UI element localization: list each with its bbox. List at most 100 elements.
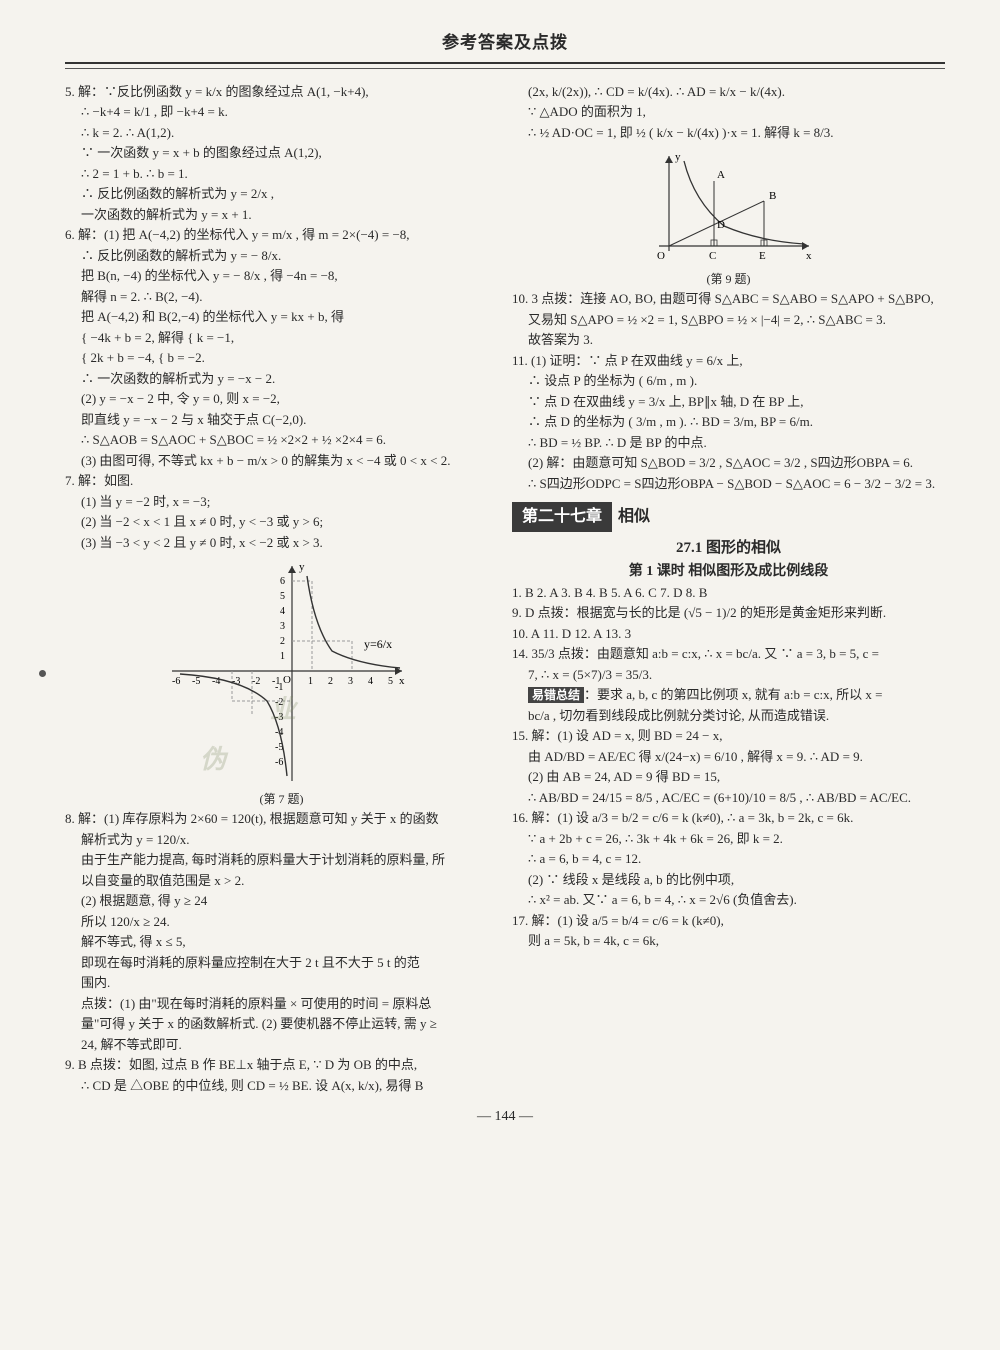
q8-line: 24, 解不等式即可. <box>65 1035 498 1055</box>
q8-line: 以自变量的取值范围是 x > 2. <box>65 871 498 891</box>
q14-line: bc/a , 切勿看到线段成比例就分类讨论, 从而造成错误. <box>512 706 945 726</box>
svg-text:x: x <box>806 250 812 262</box>
r9-line: ∵ △ADO 的面积为 1, <box>512 102 945 122</box>
header-underline <box>65 68 945 69</box>
q8-line: 围内. <box>65 973 498 993</box>
q9-line: 9. B 点拨：如图, 过点 B 作 BE⊥x 轴于点 E, ∵ D 为 OB … <box>65 1055 498 1075</box>
svg-text:1: 1 <box>280 651 285 662</box>
q8-line: 解析式为 y = 120/x. <box>65 830 498 850</box>
right-column: (2x, k/(2x)), ∴ CD = k/(4x). ∴ AD = k/x … <box>512 81 945 1097</box>
answers-row: 10. A 11. D 12. A 13. 3 <box>512 624 945 644</box>
svg-text:C: C <box>709 250 716 262</box>
figure-7: x y O -6 -5 -4 -3 -2 -1 1 2 3 4 5 6 <box>65 556 498 786</box>
svg-text:-2: -2 <box>275 697 283 708</box>
svg-text:A: A <box>717 169 725 181</box>
q5-line: ∴ 反比例函数的解析式为 y = 2/x , <box>65 184 498 204</box>
q5-line: 一次函数的解析式为 y = x + 1. <box>65 205 498 225</box>
svg-text:D: D <box>717 219 725 231</box>
q14-line: 7, ∴ x = (5×7)/3 = 35/3. <box>512 665 945 685</box>
q16-line: ∴ a = 6, b = 4, c = 12. <box>512 849 945 869</box>
q6-line: ∴ S△AOB = S△AOC + S△BOC = ½ ×2×2 + ½ ×2×… <box>65 430 498 450</box>
q5-line: ∵ 一次函数 y = x + b 的图象经过点 A(1,2), <box>65 143 498 163</box>
q14-line: 易错总结：要求 a, b, c 的第四比例项 x, 就有 a:b = c:x, … <box>512 685 945 705</box>
r11-line: 11. (1) 证明：∵ 点 P 在双曲线 y = 6/x 上, <box>512 351 945 371</box>
q6-line: 把 A(−4,2) 和 B(2,−4) 的坐标代入 y = kx + b, 得 <box>65 307 498 327</box>
svg-text:y: y <box>675 151 681 163</box>
q16-line: (2) ∵ 线段 x 是线段 a, b 的比例中项, <box>512 870 945 890</box>
answers-row: 1. B 2. A 3. B 4. B 5. A 6. C 7. D 8. B <box>512 583 945 603</box>
q6-line: (2) y = −x − 2 中, 令 y = 0, 则 x = −2, <box>65 389 498 409</box>
r11-line: ∴ S四边形ODPC = S四边形OBPA − S△BOD − S△AOC = … <box>512 474 945 494</box>
binding-dot <box>39 670 46 677</box>
q8-line: 解不等式, 得 x ≤ 5, <box>65 932 498 952</box>
origin-label: O <box>283 674 291 686</box>
page-number: — 144 — <box>65 1106 945 1127</box>
svg-text:2: 2 <box>280 636 285 647</box>
left-column: 5. 解：∵反比例函数 y = k/x 的图象经过点 A(1, −k+4), ∴… <box>65 81 498 1097</box>
svg-text:1: 1 <box>308 676 313 687</box>
r11-line: ∴ BD = ½ BP. ∴ D 是 BP 的中点. <box>512 433 945 453</box>
svg-text:-2: -2 <box>252 676 260 687</box>
q16-line: 16. 解：(1) 设 a/3 = b/2 = c/6 = k (k≠0), ∴… <box>512 808 945 828</box>
q6-line: ∴ 反比例函数的解析式为 y = − 8/x. <box>65 246 498 266</box>
axis-y-label: y <box>299 561 305 573</box>
q9-line: ∴ CD 是 △OBE 的中位线, 则 CD = ½ BE. 设 A(x, k/… <box>65 1076 498 1096</box>
q5-line: ∴ k = 2. ∴ A(1,2). <box>65 123 498 143</box>
svg-text:2: 2 <box>328 676 333 687</box>
q6-line: (3) 由图可得, 不等式 kx + b − m/x > 0 的解集为 x < … <box>65 451 498 471</box>
svg-text:-5: -5 <box>192 676 200 687</box>
q6-line: { 2k + b = −4, { b = −2. <box>65 348 498 368</box>
q7-line: 7. 解：如图. <box>65 471 498 491</box>
svg-text:E: E <box>759 250 766 262</box>
q6-line: 6. 解：(1) 把 A(−4,2) 的坐标代入 y = m/x , 得 m =… <box>65 225 498 245</box>
q15-line: (2) 由 AB = 24, AD = 9 得 BD = 15, <box>512 767 945 787</box>
curve-label: y=6/x <box>364 637 392 651</box>
q5-line: ∴ 2 = 1 + b. ∴ b = 1. <box>65 164 498 184</box>
r11-line: ∵ 点 D 在双曲线 y = 3/x 上, BP∥x 轴, D 在 BP 上, <box>512 392 945 412</box>
graph-q7: x y O -6 -5 -4 -3 -2 -1 1 2 3 4 5 6 <box>152 556 412 786</box>
r11-line: (2) 解：由题意可知 S△BOD = 3/2 , S△AOC = 3/2 , … <box>512 453 945 473</box>
r11-line: ∴ 点 D 的坐标为 ( 3/m , m ). ∴ BD = 3/m, BP =… <box>512 412 945 432</box>
r10-line: 10. 3 点拨：连接 AO, BO, 由题可得 S△ABC = S△ABO =… <box>512 289 945 309</box>
axis-x-label: x <box>399 675 405 687</box>
q7-line: (2) 当 −2 < x < 1 且 x ≠ 0 时, y < −3 或 y >… <box>65 512 498 532</box>
figure-7-caption: (第 7 题) <box>65 790 498 808</box>
q15-line: 由 AD/BD = AE/EC 得 x/(24−x) = 6/10 , 解得 x… <box>512 747 945 767</box>
q16-line: ∴ x² = ab. 又∵ a = 6, b = 4, ∴ x = 2√6 (负… <box>512 890 945 910</box>
figure-9-caption: (第 9 题) <box>512 270 945 288</box>
q17-line: 17. 解：(1) 设 a/5 = b/4 = c/6 = k (k≠0), <box>512 911 945 931</box>
q8-line: (2) 根据题意, 得 y ≥ 24 <box>65 891 498 911</box>
page-number-value: 144 <box>495 1109 516 1124</box>
svg-text:6: 6 <box>280 576 285 587</box>
chapter-name: 相似 <box>618 508 650 525</box>
lesson-title: 第 1 课时 相似图形及成比例线段 <box>512 561 945 582</box>
svg-text:3: 3 <box>280 621 285 632</box>
svg-text:5: 5 <box>280 591 285 602</box>
q9r-line: 9. D 点拨：根据宽与长的比是 (√5 − 1)/2 的矩形是黄金矩形来判断. <box>512 603 945 623</box>
q17-line: 则 a = 5k, b = 4k, c = 6k, <box>512 931 945 951</box>
page-title: 参考答案及点拨 <box>65 30 945 64</box>
q5-line: ∴ −k+4 = k/1 , 即 −k+4 = k. <box>65 102 498 122</box>
svg-text:B: B <box>769 190 776 202</box>
r9-line: (2x, k/(2x)), ∴ CD = k/(4x). ∴ AD = k/x … <box>512 82 945 102</box>
error-summary-tag: 易错总结 <box>528 687 584 703</box>
svg-text:-6: -6 <box>172 676 180 687</box>
q14-text: ：要求 a, b, c 的第四比例项 x, 就有 a:b = c:x, 所以 x… <box>584 687 882 702</box>
svg-text:-6: -6 <box>275 757 283 768</box>
svg-text:4: 4 <box>280 606 285 617</box>
q8-line: 即现在每时消耗的原料量应控制在大于 2 t 且不大于 5 t 的范 <box>65 953 498 973</box>
section-title: 27.1 图形的相似 <box>512 537 945 560</box>
q15-line: ∴ AB/BD = 24/15 = 8/5 , AC/EC = (6+10)/1… <box>512 788 945 808</box>
q7-line: (1) 当 y = −2 时, x = −3; <box>65 492 498 512</box>
r11-line: ∴ 设点 P 的坐标为 ( 6/m , m ). <box>512 371 945 391</box>
r10-line: 故答案为 3. <box>512 330 945 350</box>
q5-line: 5. 解：∵反比例函数 y = k/x 的图象经过点 A(1, −k+4), <box>65 82 498 102</box>
q8-line: 点拨：(1) 由"现在每时消耗的原料量 × 可使用的时间 = 原料总 <box>65 994 498 1014</box>
svg-text:O: O <box>657 250 665 262</box>
svg-text:-1: -1 <box>275 682 283 693</box>
figure-9: x y O A B D C E <box>512 146 945 266</box>
svg-text:5: 5 <box>388 676 393 687</box>
svg-text:4: 4 <box>368 676 373 687</box>
q8-line: 量"可得 y 关于 x 的函数解析式. (2) 要使机器不停止运转, 需 y ≥ <box>65 1014 498 1034</box>
svg-text:3: 3 <box>348 676 353 687</box>
